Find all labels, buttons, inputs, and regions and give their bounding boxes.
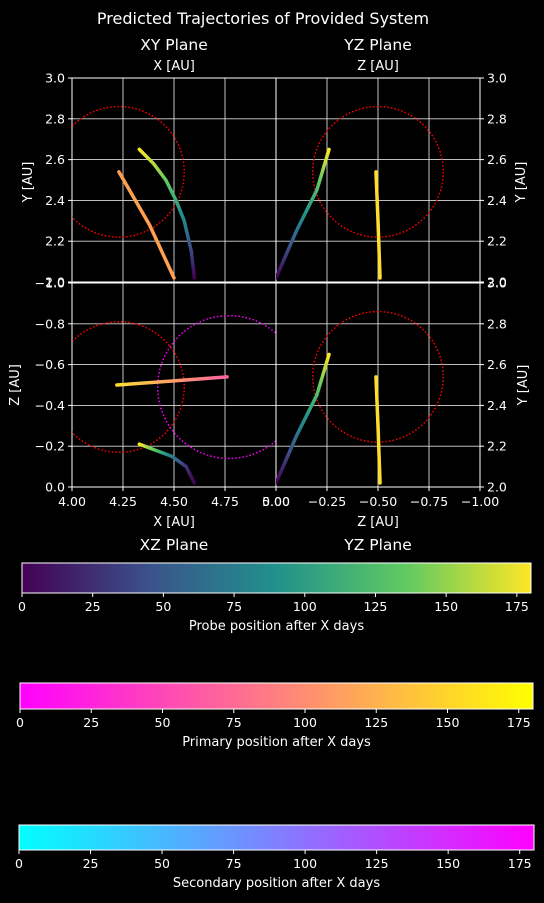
colorbar-primary-tick-label: 50 [155,715,171,730]
xz-y-tick-label: −0.2 [35,439,65,454]
xz-bottom-axis-label: X [AU] [153,515,195,530]
colorbar-primary-tick-label: 150 [436,715,460,730]
colorbar-primary-title: Primary position after X days [182,735,371,750]
colorbar-probe-tick-label: 125 [364,599,388,614]
xz-y-tick-label: −0.6 [35,357,65,372]
colorbar-primary-tick-label: 100 [293,715,317,730]
yz2-bottom-axis-label: Z [AU] [357,515,399,530]
xy-top-axis-label: X [AU] [153,59,195,74]
panel-title-yz: YZ Plane [343,36,412,54]
colorbar-probe-gradient [22,563,531,593]
panel-xz: 0.0 −0.2 −0.4 −0.6 −0.8 −1.0 4.00 4.25 4.50 4.75 5… [35,276,301,510]
xy-right-axis-label: Y [AU] [514,162,529,204]
colorbar-primary-tick-label: 75 [226,715,242,730]
panel-yz: 2.0 2.2 2.4 2.6 2.8 3.0 [276,71,507,290]
colorbar-secondary-title: Secondary position after X days [173,876,380,891]
yz-probe-trajectory [276,149,329,278]
xz-left-axis-label: Z [AU] [8,364,23,406]
xy-y-tick-label: 2.2 [45,234,65,249]
yz2-y-tick-label: 2.2 [487,439,507,454]
xz-orbit-circle [158,316,301,459]
xz-body-trajectory [117,377,227,385]
xz-y-tick-label: −0.8 [35,316,65,331]
colorbar-secondary: 0 25 50 75 100 125 150 175 Secondary position af… [15,825,534,891]
yz-body-trajectory [376,172,380,278]
yz2-y-tick-label: 3.0 [487,276,507,291]
colorbar-probe-tick-label: 75 [226,599,242,614]
colorbar-primary-tick-label: 0 [16,715,24,730]
figure-title: Predicted Trajectories of Provided Syste… [97,9,429,28]
panel-title-xy: XY Plane [140,36,208,54]
colorbar-secondary-tick-label: 0 [15,856,23,871]
xz-y-tick-label: 0.0 [45,480,65,495]
yz2-x-tick-label: −0.50 [359,494,397,509]
xz-plot-area [54,316,301,483]
yz-y-tick-label: 3.0 [487,71,507,86]
xy-y-tick-label: 3.0 [45,71,65,86]
xz-y-tick-label: −1.0 [35,276,65,291]
panel-xy: 2.0 2.2 2.4 2.6 2.8 3.0 [45,71,276,290]
colorbar-probe: 0 25 50 75 100 125 150 175 Probe position after … [18,563,531,634]
colorbar-secondary-tick-label: 125 [365,856,389,871]
colorbar-primary-gradient [20,683,533,709]
colorbar-secondary-tick-label: 175 [508,856,532,871]
yz2-body-trajectory [376,377,380,483]
colorbar-primary-tick-label: 25 [83,715,99,730]
yz2-x-tick-label: 0.00 [262,494,290,509]
xy-body-trajectory [119,172,174,278]
xy-left-axis-label: Y [AU] [21,162,36,204]
xz-y-tick-label: −0.4 [35,398,65,413]
yz-y-tick-label: 2.2 [487,234,507,249]
xz-probe-trajectory [139,444,194,483]
panel-title-yz2: YZ Plane [343,536,412,554]
colorbar-secondary-tick-label: 150 [436,856,460,871]
yz2-x-tick-label: −0.25 [308,494,346,509]
yz2-y-tick-label: 2.8 [487,316,507,331]
yz2-plot-area [276,312,443,483]
colorbar-secondary-tick-label: 50 [154,856,170,871]
yz2-probe-trajectory [276,354,329,483]
yz2-y-tick-label: 2.6 [487,357,507,372]
xz-x-tick-label: 4.25 [109,494,137,509]
xz-orbit-circle [54,322,185,453]
xz-x-tick-label: 4.00 [58,494,86,509]
xz-x-tick-label: 4.50 [160,494,188,509]
xy-y-tick-label: 2.6 [45,152,65,167]
yz2-y-tick-label: 2.4 [487,398,507,413]
colorbar-secondary-tick-label: 25 [83,856,99,871]
xy-plot-area [54,107,195,278]
colorbar-primary-tick-label: 175 [507,715,531,730]
colorbar-probe-tick-label: 0 [18,599,26,614]
yz2-x-tick-label: −0.75 [410,494,448,509]
yz-top-axis-label: Z [AU] [357,59,399,74]
colorbar-secondary-tick-label: 75 [226,856,242,871]
chart-panels: 2.02.22.42.62.83.02.02.22.42.62.83.00.0−… [35,71,507,510]
colorbar-primary-tick-label: 125 [364,715,388,730]
yz-plot-area [276,107,443,278]
yz2-right-axis-label: Y [AU] [516,365,531,407]
xy-y-tick-label: 2.8 [45,111,65,126]
colorbars: 0 25 50 75 100 125 150 175 Probe position after … [15,563,534,891]
yz-y-tick-label: 2.8 [487,111,507,126]
colorbar-secondary-tick-label: 100 [293,856,317,871]
yz2-y-tick-label: 2.0 [487,480,507,495]
colorbar-probe-tick-label: 175 [505,599,529,614]
colorbar-probe-tick-label: 25 [85,599,101,614]
colorbar-probe-tick-label: 150 [434,599,458,614]
colorbar-primary: 0 25 50 75 100 125 150 175 Primary position afte… [16,683,533,750]
colorbar-secondary-gradient [19,825,534,850]
yz2-x-tick-label: −1.00 [461,494,499,509]
yz-y-tick-label: 2.4 [487,193,507,208]
colorbar-probe-tick-label: 100 [293,599,317,614]
colorbar-probe-title: Probe position after X days [189,619,364,634]
colorbar-probe-tick-label: 50 [155,599,171,614]
panel-title-xz: XZ Plane [140,536,209,554]
yz-y-tick-label: 2.6 [487,152,507,167]
xy-y-tick-label: 2.4 [45,193,65,208]
xz-x-tick-label: 4.75 [211,494,239,509]
panel-yz2: 2.0 2.2 2.4 2.6 2.8 3.0 0.00 −0.25 −0.50 −0.75 −1.… [262,276,507,510]
